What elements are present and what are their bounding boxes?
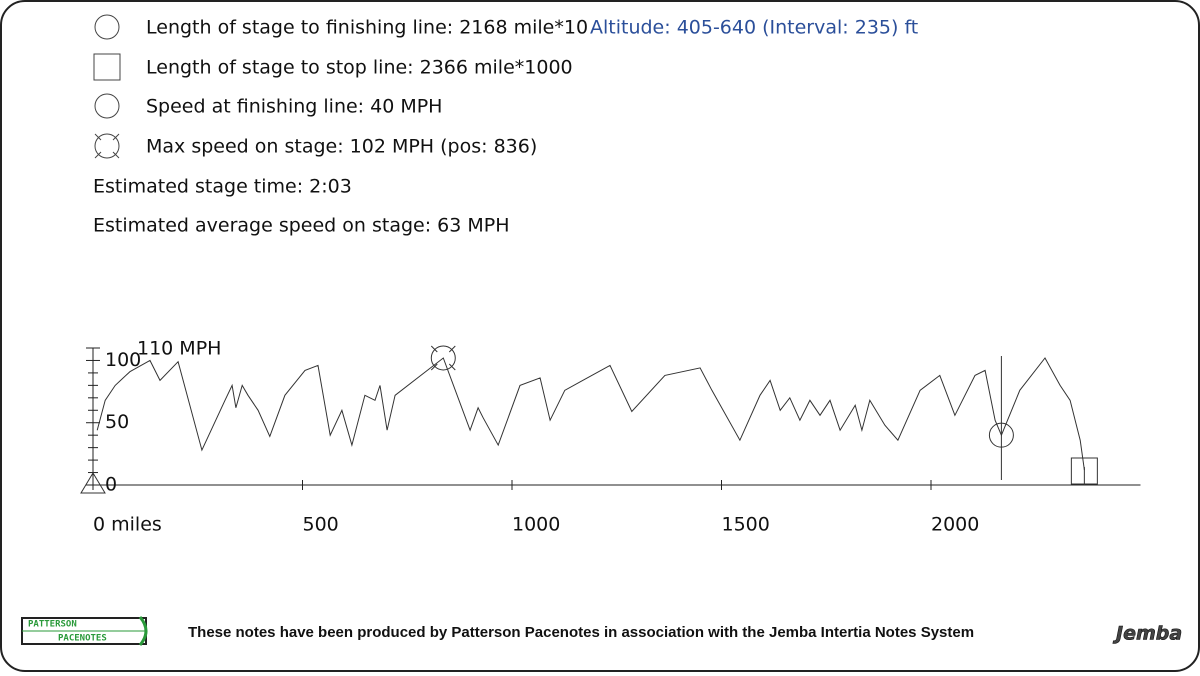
x-tick-label: 2000: [931, 514, 979, 536]
start-marker: [80, 472, 106, 494]
y-tick-label: 100: [105, 349, 141, 371]
x-tick-label: 500: [303, 514, 339, 536]
legend-text: Speed at finishing line: 40 MPH: [146, 96, 442, 118]
altitude-bg: [588, 12, 948, 44]
y-tick-label: 110 MPH: [137, 338, 221, 360]
footer-text: These notes have been produced by Patter…: [188, 624, 974, 641]
logo: PATTERSON PACENOTES: [21, 616, 148, 646]
legend-icon: [94, 93, 120, 119]
legend-text: Max speed on stage: 102 MPH (pos: 836): [146, 136, 537, 158]
y-tick-label: 0: [105, 474, 117, 496]
finish-marker: [988, 422, 1014, 448]
x-tick-label: 1000: [512, 514, 560, 536]
x-tick-label: 0 miles: [93, 514, 162, 536]
legend-text: Length of stage to stop line: 2366 mile*…: [146, 57, 573, 79]
max-marker: [430, 345, 456, 371]
y-tick-label: 50: [105, 411, 129, 433]
max-marker-cross: [430, 345, 456, 371]
x-tick-label: 1500: [722, 514, 770, 536]
altitude: Altitude: 405-640 (Interval: 235) ft: [590, 17, 918, 39]
speed-line: [96, 357, 1085, 471]
legend-icon: [94, 14, 120, 40]
logo-text: PATTERSON: [28, 620, 77, 630]
logo-text: PACENOTES: [58, 634, 107, 644]
legend-icon: [93, 53, 121, 81]
legend-text: Length of stage to finishing line: 2168 …: [146, 17, 612, 39]
info-text: Estimated average speed on stage: 63 MPH: [93, 215, 510, 237]
info-text: Estimated stage time: 2:03: [93, 176, 352, 198]
legend-icon: [94, 133, 120, 159]
brand: Jemba: [1112, 623, 1182, 645]
